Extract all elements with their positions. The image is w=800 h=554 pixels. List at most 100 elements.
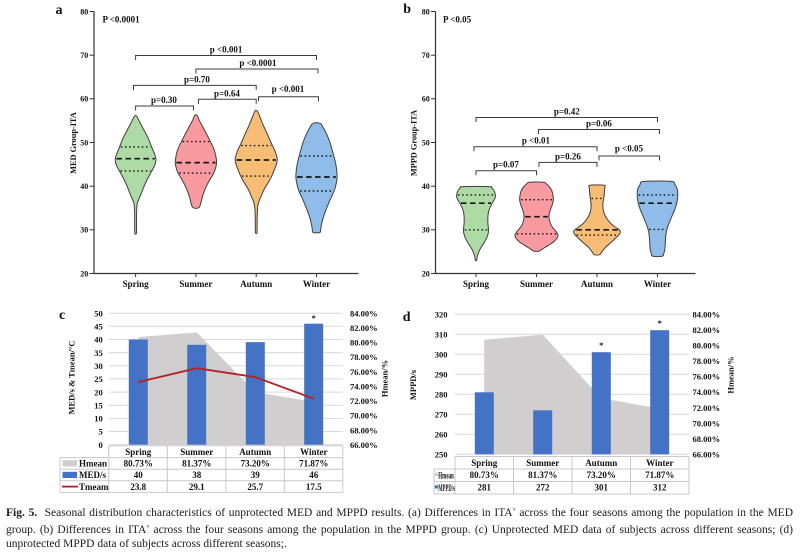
svg-text:38: 38 [192,470,202,480]
svg-text:p=0.06: p=0.06 [586,119,612,129]
svg-text:Spring: Spring [125,447,152,457]
svg-text:78.00%: 78.00% [350,352,378,362]
svg-text:d: d [403,310,411,325]
svg-text:81.37%: 81.37% [182,459,211,469]
svg-text:46: 46 [309,470,319,480]
svg-text:b: b [403,2,411,17]
svg-text:p <0.01: p <0.01 [522,136,551,146]
svg-text:Spring: Spring [463,279,490,289]
svg-text:p=0.26: p=0.26 [555,151,581,161]
svg-text:Winter: Winter [300,447,327,457]
svg-text:40: 40 [422,182,430,191]
svg-text:250: 250 [435,450,448,460]
svg-text:Summer: Summer [520,279,553,289]
svg-text:*: * [599,340,603,350]
svg-text:p <0.05: p <0.05 [615,144,644,154]
svg-text:p <0.0001: p <0.0001 [239,58,277,68]
svg-text:MPPD/s: MPPD/s [408,369,418,400]
svg-text:300: 300 [435,349,448,359]
svg-text:80.00%: 80.00% [693,341,721,351]
svg-text:Hmean/%: Hmean/% [380,360,390,397]
svg-text:68.00%: 68.00% [693,434,721,444]
svg-text:17.5: 17.5 [306,482,322,492]
svg-text:15: 15 [94,400,103,410]
svg-text:23.8: 23.8 [130,482,146,492]
svg-text:p=0.42: p=0.42 [554,107,580,117]
svg-text:40: 40 [94,335,103,345]
svg-text:80: 80 [422,7,430,16]
svg-text:60: 60 [80,95,88,104]
svg-text:MED Group-ITA: MED Group-ITA [69,112,78,174]
svg-text:Tmeam: Tmeam [79,482,109,492]
svg-text:20: 20 [80,269,88,278]
svg-text:70: 70 [80,51,88,60]
svg-text:270: 270 [435,410,448,420]
svg-text:40: 40 [134,470,144,480]
svg-text:60: 60 [422,95,430,104]
svg-text:20: 20 [94,387,103,397]
svg-text:Winter: Winter [646,458,673,468]
svg-text:301: 301 [594,483,608,493]
svg-text:p=0.07: p=0.07 [493,160,519,170]
svg-text:71.87%: 71.87% [645,470,674,480]
svg-text:84.00%: 84.00% [350,308,378,318]
svg-text:P <0.05: P <0.05 [443,15,472,25]
svg-text:74.00%: 74.00% [350,382,378,392]
svg-text:29.1: 29.1 [189,482,205,492]
svg-text:71.87%: 71.87% [299,459,328,469]
svg-text:70: 70 [422,51,430,60]
svg-text:30: 30 [80,226,88,235]
svg-text:272: 272 [536,483,550,493]
svg-text:Hmean: Hmean [438,470,454,480]
svg-text:81.37%: 81.37% [528,470,557,480]
svg-text:a: a [56,3,63,18]
svg-text:50: 50 [94,308,103,318]
svg-text:Autumn: Autumn [240,279,272,289]
svg-text:72.00%: 72.00% [693,403,721,413]
svg-text:82.00%: 82.00% [693,325,721,335]
svg-text:80: 80 [80,7,88,16]
svg-text:281: 281 [477,483,491,493]
svg-text:50: 50 [80,138,88,147]
svg-text:76.00%: 76.00% [350,367,378,377]
svg-text:Autumn: Autumn [239,447,271,457]
svg-text:10: 10 [94,414,103,424]
svg-text:MED/s: MED/s [79,470,106,480]
svg-text:45: 45 [94,322,103,332]
svg-text:80.73%: 80.73% [124,459,153,469]
svg-text:290: 290 [435,369,448,379]
svg-text:73.20%: 73.20% [241,459,270,469]
svg-text:*: * [658,318,662,328]
svg-text:Spring: Spring [471,458,498,468]
svg-text:84.00%: 84.00% [693,309,721,319]
svg-text:82.00%: 82.00% [350,323,378,333]
svg-text:312: 312 [653,483,667,493]
svg-text:Hmean: Hmean [79,459,107,469]
svg-text:30: 30 [94,361,103,371]
svg-text:35: 35 [94,348,103,358]
svg-text:Autumn: Autumn [581,279,613,289]
svg-text:78.00%: 78.00% [693,356,721,366]
svg-text:72.00%: 72.00% [350,396,378,406]
svg-text:Autumn: Autumn [585,458,617,468]
svg-text:320: 320 [435,309,448,319]
svg-text:76.00%: 76.00% [693,372,721,382]
svg-text:40: 40 [80,182,88,191]
svg-text:50: 50 [422,138,430,147]
svg-text:Spring: Spring [123,279,150,289]
svg-text:*: * [312,313,316,323]
svg-text:MPPD/s: MPPD/s [438,483,455,493]
svg-text:Winter: Winter [644,279,671,289]
svg-text:25.7: 25.7 [247,482,263,492]
svg-text:Summer: Summer [526,458,559,468]
svg-text:MPPD Group-ITA: MPPD Group-ITA [410,110,419,176]
svg-text:p=0.30: p=0.30 [151,95,177,105]
svg-text:c: c [59,308,65,323]
svg-text:20: 20 [422,269,430,278]
svg-text:0: 0 [99,440,103,450]
svg-text:39: 39 [251,470,261,480]
svg-text:p=0.70: p=0.70 [184,74,210,84]
svg-text:P <0.0001: P <0.0001 [103,15,141,25]
svg-text:MED/s & Tmean/°C: MED/s & Tmean/°C [67,340,77,414]
svg-text:30: 30 [422,226,430,235]
